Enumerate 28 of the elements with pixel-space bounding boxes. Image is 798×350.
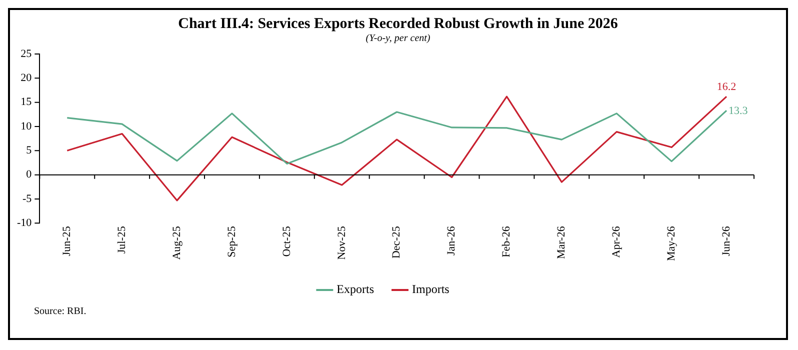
x-tick-label: Feb-26 (500, 226, 513, 258)
x-tick-label: Aug-25 (170, 226, 183, 260)
x-tick-label: Oct-25 (280, 226, 293, 257)
data-label: 13.3 (728, 104, 748, 117)
x-tick-label: Nov-25 (336, 226, 348, 260)
y-tick-label: 5 (26, 144, 32, 157)
y-tick-label: 10 (20, 120, 32, 132)
y-tick-label: 0 (26, 168, 32, 181)
x-tick-label: Dec-25 (390, 226, 403, 259)
x-tick-label: Sep-25 (226, 226, 238, 258)
chart-title: Chart III.4: Services Exports Recorded Robust Growth in June 2026 (177, 16, 619, 33)
chart-subtitle: (Y-o-y, per cent) (364, 33, 432, 44)
legend-label: Exports (336, 282, 374, 296)
source-note: Source: RBI. (34, 306, 88, 317)
data-label: 16.2 (716, 80, 736, 93)
y-tick-label: -5 (22, 192, 32, 205)
x-tick-label: Mar-26 (556, 226, 568, 259)
y-tick-label: -10 (16, 217, 32, 230)
y-tick-label: 25 (20, 48, 32, 60)
y-tick-label: 15 (20, 96, 32, 108)
x-tick-label: Jun-26 (720, 226, 732, 256)
legend-label: Imports (412, 282, 450, 296)
x-tick-label: Jan-26 (446, 226, 458, 256)
x-tick-label: Jul-25 (116, 226, 128, 254)
y-tick-label: 20 (20, 72, 32, 84)
x-tick-label: May-26 (665, 226, 678, 261)
x-tick-label: Apr-26 (610, 226, 623, 258)
x-tick-label: Jun-25 (61, 226, 74, 256)
